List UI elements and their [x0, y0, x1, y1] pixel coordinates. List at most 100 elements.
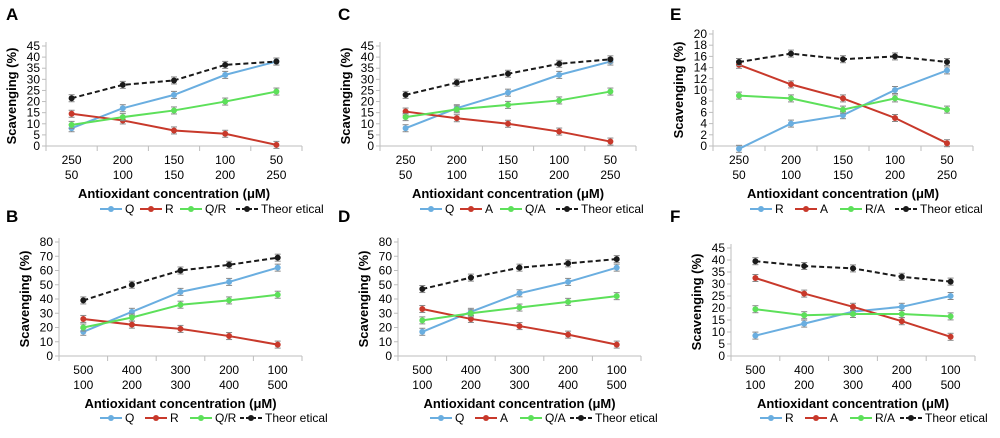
legend-label: R [775, 202, 784, 216]
x-axis-title: Antioxidant concentration (μM) [84, 396, 276, 411]
y-tick-label: 45 [27, 39, 41, 53]
data-point [402, 114, 409, 121]
data-point [947, 293, 954, 299]
data-point [556, 97, 563, 104]
y-axis-title: Scavenging (%) [689, 254, 704, 351]
x-tick-label: 250 [396, 153, 416, 167]
legend-swatch-marker [438, 415, 444, 421]
data-point [850, 303, 856, 310]
data-point [556, 71, 563, 78]
series-theor-etical [752, 257, 954, 286]
x-tick-label: 50 [270, 153, 284, 167]
data-point [607, 88, 614, 95]
y-axis-title: Scavenging (%) [356, 251, 371, 348]
x-tick-label: 500 [745, 363, 765, 377]
x-tick-label: 100 [113, 168, 133, 182]
x-tick-label: 50 [399, 168, 413, 182]
data-point [274, 264, 281, 271]
y-tick-label: 20 [694, 27, 708, 41]
data-point [947, 278, 954, 285]
y-tick-label: 80 [40, 235, 54, 249]
legend-swatch-marker [468, 206, 474, 212]
data-point [892, 87, 898, 93]
data-point [613, 341, 620, 348]
legend-swatch-marker [108, 206, 114, 212]
data-point [128, 281, 135, 288]
legend-label: Theor etical [925, 411, 988, 425]
data-point [944, 140, 950, 147]
y-tick-label: 20 [40, 321, 54, 335]
x-tick-label: 100 [607, 363, 627, 377]
data-point [80, 315, 87, 322]
legend-label: Theor etical [920, 202, 983, 216]
data-point [274, 254, 281, 261]
series-r [80, 314, 281, 349]
legend-swatch-marker [578, 415, 584, 421]
y-tick-label: 80 [379, 235, 393, 249]
series-q-a [402, 87, 614, 122]
series-line [422, 258, 617, 290]
data-point [892, 115, 898, 121]
data-point [944, 67, 950, 74]
legend-label: Q/R [215, 411, 237, 425]
y-tick-label: 40 [40, 292, 54, 306]
x-tick-label: 250 [266, 168, 286, 182]
data-point [801, 290, 808, 297]
y-tick-label: 25 [712, 289, 726, 303]
data-point [226, 278, 233, 285]
x-tick-label: 200 [122, 378, 142, 392]
legend-label: A [830, 411, 838, 425]
x-tick-label: 50 [940, 153, 954, 167]
data-point [801, 320, 808, 327]
panel-label: A [6, 5, 18, 24]
y-tick-label: 70 [40, 249, 54, 263]
y-tick-label: 20 [712, 301, 726, 315]
data-point [613, 264, 620, 271]
series-theor-etical [80, 253, 281, 305]
data-point [419, 286, 426, 293]
data-point [516, 290, 523, 297]
data-point [801, 312, 808, 319]
panel-label: E [670, 5, 681, 24]
data-point [947, 313, 954, 320]
y-axis-title: Scavenging (%) [4, 48, 19, 145]
legend-swatch-marker [858, 415, 864, 421]
y-tick-label: 40 [27, 50, 41, 64]
data-point [898, 318, 905, 325]
data-point [171, 77, 177, 84]
legend: R A R/A Theor etical [750, 202, 983, 216]
y-tick-label: 30 [27, 72, 41, 86]
data-point [402, 125, 409, 132]
data-point [274, 341, 281, 348]
legend-label: A [485, 202, 493, 216]
data-point [80, 328, 87, 335]
data-point [556, 60, 563, 67]
data-point [565, 278, 572, 285]
data-point [613, 293, 620, 300]
y-tick-label: 0 [385, 349, 392, 363]
legend-label: Q [445, 202, 454, 216]
y-tick-label: 0 [33, 139, 40, 153]
data-point [840, 106, 846, 113]
panel-label: C [338, 5, 350, 24]
y-tick-label: 20 [379, 321, 393, 335]
y-tick-label: 10 [379, 335, 393, 349]
series-theor-etical [68, 57, 280, 103]
x-tick-label: 400 [558, 378, 578, 392]
legend-swatch-marker [428, 206, 434, 212]
x-tick-label: 400 [794, 363, 814, 377]
legend-label: R/A [865, 202, 885, 216]
legend-label: Q [125, 202, 134, 216]
series-q-a [419, 292, 620, 325]
y-tick-label: 25 [27, 83, 41, 97]
x-tick-label: 300 [509, 363, 529, 377]
x-tick-label: 200 [113, 153, 133, 167]
x-tick-label: 200 [549, 168, 569, 182]
y-tick-label: 4 [700, 117, 707, 131]
data-point [607, 56, 614, 63]
y-tick-label: 40 [361, 50, 375, 64]
x-tick-label: 500 [73, 363, 93, 377]
x-tick-label: 300 [170, 363, 190, 377]
